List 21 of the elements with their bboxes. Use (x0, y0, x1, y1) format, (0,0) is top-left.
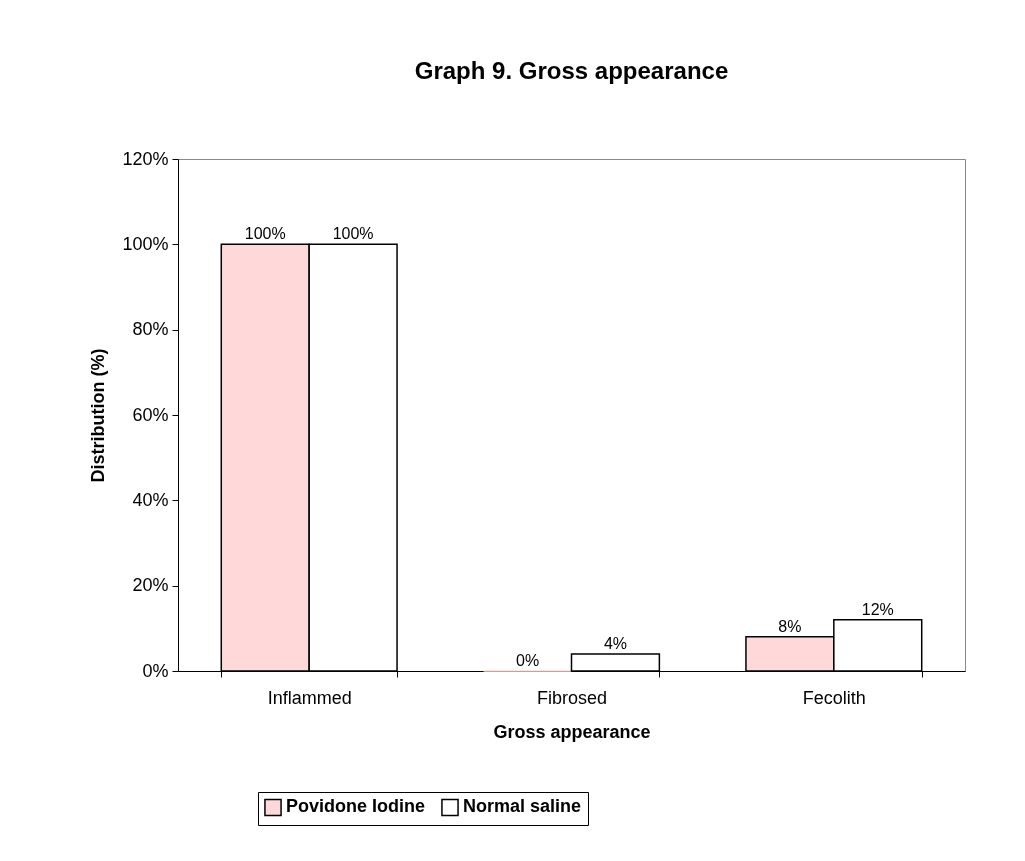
data-label: 100% (244, 225, 286, 243)
x-tick-label: Fibrosed (536, 687, 608, 708)
data-label: 4% (603, 634, 627, 652)
y-tick-label: 60% (132, 404, 169, 425)
data-label: 0% (516, 652, 540, 669)
y-tick-label: 80% (132, 319, 169, 340)
y-tick-label: 20% (132, 575, 169, 596)
data-label: 12% (861, 600, 894, 618)
y-tick-label: 100% (122, 233, 169, 254)
x-axis-title: Gross appearance (493, 721, 651, 742)
data-label: 100% (332, 225, 374, 243)
y-tick-label: 0% (142, 660, 169, 681)
y-tick-label: 40% (132, 489, 169, 510)
y-tick-label: 120% (122, 148, 169, 169)
legend-label: Normal saline (463, 796, 582, 817)
legend-label: Povidone Iodine (286, 796, 426, 817)
x-tick-label: Inflammed (267, 687, 352, 708)
chart-title: Graph 9. Gross appearance (414, 57, 729, 84)
x-tick-label: Fecolith (802, 687, 866, 708)
y-axis-title: Distribution (%) (88, 348, 109, 483)
data-label: 8% (778, 617, 802, 635)
